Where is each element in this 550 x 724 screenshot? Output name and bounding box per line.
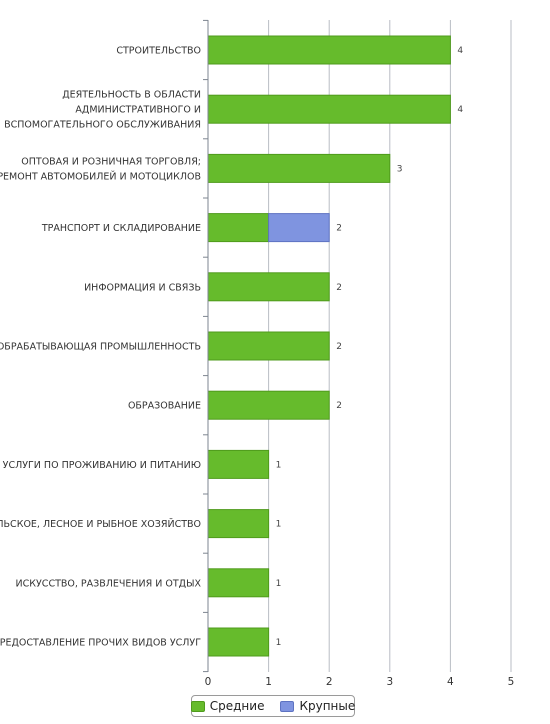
category-label: ОПТОВАЯ И РОЗНИЧНАЯ ТОРГОВЛЯ; РЕМОНТ АВТО…	[0, 156, 201, 182]
category-label-line: ИНФОРМАЦИЯ И СВЯЗЬ	[84, 282, 201, 293]
bar-series-1[interactable]	[268, 213, 330, 243]
category-label: СТРОИТЕЛЬСТВО	[116, 46, 201, 57]
bar-value-label: 2	[336, 342, 342, 352]
x-tick-label: 5	[508, 676, 515, 688]
category-label: ИНФОРМАЦИЯ И СВЯЗЬ	[84, 282, 201, 293]
bar-value-label: 4	[457, 105, 463, 115]
bar-value-label: 1	[276, 520, 282, 530]
bar-series-0[interactable]	[207, 509, 270, 539]
category-label: ТРАНСПОРТ И СКЛАДИРОВАНИЕ	[41, 223, 201, 234]
x-tick-label: 3	[386, 676, 393, 688]
category-label-line: ОБРАЗОВАНИЕ	[128, 401, 201, 412]
bar-value-label: 2	[336, 401, 342, 411]
grid-layer	[268, 20, 512, 672]
bar-series-0[interactable]	[207, 568, 270, 598]
bar-value-label: 2	[336, 283, 342, 293]
category-label: ПРЕДОСТАВЛЕНИЕ ПРОЧИХ ВИДОВ УСЛУГ	[0, 638, 201, 649]
category-label-line: ОБРАБАТЫВАЮЩАЯ ПРОМЫШЛЕННОСТЬ	[0, 342, 201, 353]
bar-series-0[interactable]	[207, 94, 451, 124]
bar-series-0[interactable]	[207, 331, 330, 361]
legend-item-series-1[interactable]: Крупные	[280, 699, 355, 713]
bar-value-label: 1	[276, 579, 282, 589]
category-label: ДЕЯТЕЛЬНОСТЬ В ОБЛАСТИ АДМИНИСТРАТИВНОГО …	[4, 90, 201, 131]
category-label: УСЛУГИ ПО ПРОЖИВАНИЮ И ПИТАНИЮ	[3, 460, 201, 471]
legend-swatch-series-0	[190, 700, 205, 712]
category-label-line: ОПТОВАЯ И РОЗНИЧНАЯ ТОРГОВЛЯ;	[21, 156, 201, 167]
bar-series-0[interactable]	[207, 390, 330, 420]
bar-series-0[interactable]	[207, 153, 391, 183]
category-label: ИСКУССТВО, РАЗВЛЕЧЕНИЯ И ОТДЫХ	[16, 578, 202, 589]
category-label: ОБРАБАТЫВАЮЩАЯ ПРОМЫШЛЕННОСТЬ	[0, 342, 201, 353]
x-tick-label: 4	[447, 676, 454, 688]
x-tick-label: 0	[205, 676, 212, 688]
category-label-line: СЕЛЬСКОЕ, ЛЕСНОЕ И РЫБНОЕ ХОЗЯЙСТВО	[0, 518, 201, 530]
category-label-line: РЕМОНТ АВТОМОБИЛЕЙ И МОТОЦИКЛОВ	[0, 170, 201, 182]
bar-value-label: 3	[397, 164, 403, 174]
bar-series-0[interactable]	[207, 449, 270, 479]
bar-value-label: 4	[457, 46, 463, 56]
x-tick-label: 2	[326, 676, 333, 688]
label-layer: 0 1 2 3 4 5 4 СТРОИТЕЛЬСТВО 4 ДЕЯТЕЛЬНОСТЬ В ОБЛА…	[0, 46, 514, 689]
bar-series-0[interactable]	[207, 272, 330, 302]
legend-swatch-series-1	[280, 700, 295, 712]
bar-value-label: 1	[276, 638, 282, 648]
category-label: ОБРАЗОВАНИЕ	[128, 401, 201, 412]
category-label: СЕЛЬСКОЕ, ЛЕСНОЕ И РЫБНОЕ ХОЗЯЙСТВО	[0, 518, 201, 530]
legend-label-series-0: Средние	[209, 699, 265, 713]
bar-series-0[interactable]	[207, 213, 270, 243]
axis-layer	[203, 19, 209, 673]
legend: Средние Крупные	[190, 695, 355, 717]
bar-value-label: 1	[276, 460, 282, 470]
category-label-line: ВСПОМОГАТЕЛЬНОГО ОБСЛУЖИВАНИЯ	[4, 120, 201, 131]
category-label-line: ТРАНСПОРТ И СКЛАДИРОВАНИЕ	[41, 223, 201, 234]
bar-value-label: 2	[336, 224, 342, 234]
category-label-line: АДМИНИСТРАТИВНОГО И	[75, 105, 201, 116]
category-label-line: УСЛУГИ ПО ПРОЖИВАНИЮ И ПИТАНИЮ	[3, 460, 201, 471]
bar-series-0[interactable]	[207, 627, 270, 657]
category-label-line: ПРЕДОСТАВЛЕНИЕ ПРОЧИХ ВИДОВ УСЛУГ	[0, 638, 201, 649]
bar-series-0[interactable]	[207, 35, 451, 65]
category-label-line: СТРОИТЕЛЬСТВО	[116, 46, 201, 57]
x-tick-label: 1	[265, 676, 272, 688]
legend-label-series-1: Крупные	[299, 699, 356, 713]
category-label-line: ИСКУССТВО, РАЗВЛЕЧЕНИЯ И ОТДЫХ	[16, 578, 202, 589]
category-label-line: ДЕЯТЕЛЬНОСТЬ В ОБЛАСТИ	[62, 90, 201, 101]
legend-item-series-0[interactable]: Средние	[190, 699, 265, 713]
